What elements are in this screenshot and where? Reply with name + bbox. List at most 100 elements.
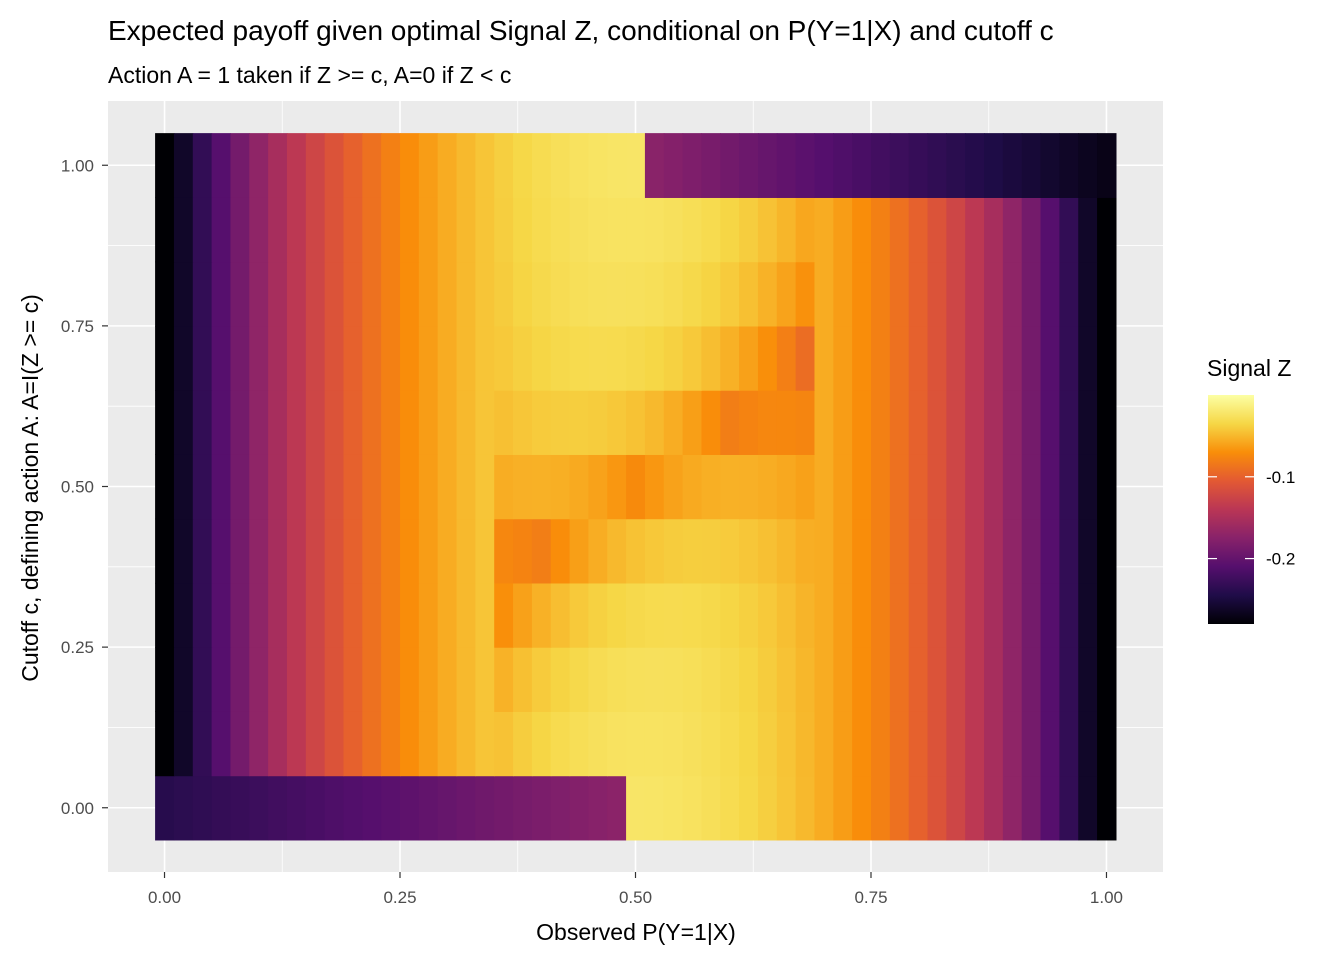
heatmap-tile — [889, 390, 910, 455]
heatmap-tile — [908, 775, 929, 841]
heatmap-tile — [173, 197, 194, 263]
heatmap-tile — [531, 261, 552, 327]
heatmap-tile — [324, 133, 345, 198]
heatmap-tile — [908, 647, 929, 712]
heatmap-tile — [456, 518, 476, 584]
heatmap-tile — [965, 454, 985, 520]
heatmap-tile — [663, 711, 684, 777]
heatmap-tile — [908, 711, 929, 777]
heatmap-tile — [286, 454, 307, 520]
heatmap-tile — [305, 582, 326, 648]
heatmap-tile — [644, 518, 665, 584]
heatmap-tile — [1078, 518, 1098, 584]
heatmap-tile — [776, 582, 797, 648]
heatmap-tile — [173, 454, 194, 520]
heatmap-tile — [946, 775, 966, 841]
heatmap-tile — [456, 133, 476, 198]
heatmap-tile — [984, 133, 1004, 198]
heatmap-tile — [644, 133, 665, 198]
heatmap-tile — [626, 197, 646, 263]
heatmap-tile — [739, 518, 759, 584]
heatmap-tile — [343, 775, 363, 841]
heatmap-tile — [1002, 390, 1023, 455]
heatmap-tile — [1078, 197, 1098, 263]
heatmap-tile — [701, 518, 721, 584]
y-tick-label: 0.25 — [61, 638, 94, 657]
heatmap-tile — [795, 582, 816, 648]
heatmap-tile — [720, 647, 740, 712]
heatmap-tile — [400, 261, 420, 327]
heatmap-tile — [1002, 133, 1023, 198]
heatmap-tile — [550, 261, 571, 327]
heatmap-tile — [682, 454, 703, 520]
heatmap-tile — [720, 454, 740, 520]
heatmap-tile — [1002, 775, 1023, 841]
heatmap-tile — [513, 197, 533, 263]
heatmap-tile — [362, 518, 382, 584]
heatmap-tile — [475, 647, 495, 712]
heatmap-tile — [946, 711, 966, 777]
heatmap-tile — [833, 325, 853, 391]
heatmap-tile — [550, 711, 571, 777]
heatmap-tile — [701, 325, 721, 391]
heatmap-tile — [155, 261, 175, 327]
heatmap-tile — [400, 454, 420, 520]
heatmap-tile — [324, 647, 345, 712]
x-tick-label: 1.00 — [1090, 888, 1123, 907]
heatmap-tile — [795, 133, 816, 198]
legend-title: Signal Z — [1207, 355, 1291, 381]
heatmap-tile — [418, 261, 439, 327]
heatmap-tile — [833, 390, 853, 455]
heatmap-tile — [720, 582, 740, 648]
heatmap-tile — [720, 518, 740, 584]
x-axis-title: Observed P(Y=1|X) — [536, 919, 736, 945]
heatmap-tile — [456, 582, 476, 648]
heatmap-tile — [1040, 647, 1060, 712]
heatmap-tile — [381, 775, 401, 841]
heatmap-tile — [230, 775, 250, 841]
heatmap-tile — [400, 133, 420, 198]
heatmap-tile — [908, 582, 929, 648]
heatmap-tile — [173, 133, 194, 198]
heatmap-tile — [513, 518, 533, 584]
heatmap-tile — [776, 711, 797, 777]
legend: Signal Z -0.1 -0.2 — [1207, 355, 1295, 624]
heatmap-tile — [1097, 261, 1117, 327]
heatmap-tile — [965, 261, 985, 327]
heatmap-tile — [795, 647, 816, 712]
heatmap-tile — [1040, 197, 1060, 263]
heatmap-tile — [927, 261, 947, 327]
heatmap-tile — [268, 711, 288, 777]
legend-tick-label: -0.1 — [1266, 468, 1295, 487]
heatmap-tile — [155, 518, 175, 584]
heatmap-tile — [870, 390, 891, 455]
heatmap-tile — [739, 197, 759, 263]
heatmap-tile — [833, 197, 853, 263]
heatmap-tile — [1059, 647, 1079, 712]
heatmap-tile — [343, 197, 363, 263]
heatmap-tile — [588, 775, 608, 841]
heatmap-tile — [626, 325, 646, 391]
heatmap-tile — [400, 518, 420, 584]
y-tick-label: 0.75 — [61, 317, 94, 336]
heatmap-tile — [682, 518, 703, 584]
x-tick-label: 0.00 — [148, 888, 181, 907]
heatmap-tile — [475, 711, 495, 777]
heatmap-tile — [1040, 775, 1060, 841]
heatmap-tile — [663, 775, 684, 841]
heatmap-tile — [324, 454, 345, 520]
heatmap-tile — [569, 261, 590, 327]
heatmap-tile — [381, 325, 401, 391]
heatmap-tile — [211, 582, 232, 648]
heatmap-tile — [588, 647, 608, 712]
heatmap-tile — [569, 454, 590, 520]
heatmap-tile — [965, 647, 985, 712]
heatmap-tile — [268, 582, 288, 648]
heatmap-tile — [437, 390, 458, 455]
heatmap-tile — [1002, 261, 1023, 327]
heatmap-tile — [870, 647, 891, 712]
heatmap-tile — [833, 454, 853, 520]
heatmap-tile — [437, 647, 458, 712]
heatmap-tile — [531, 197, 552, 263]
heatmap-tile — [381, 390, 401, 455]
